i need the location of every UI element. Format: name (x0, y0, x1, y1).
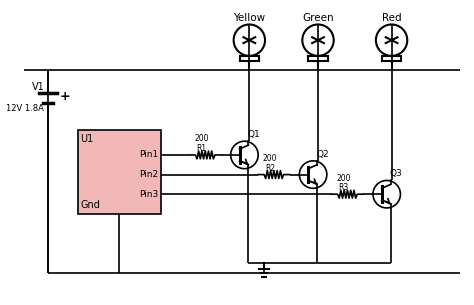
Text: 200
R1: 200 R1 (194, 134, 209, 153)
Text: Q3: Q3 (390, 170, 402, 178)
Text: 200
R3: 200 R3 (336, 174, 351, 192)
Text: Pin1: Pin1 (139, 150, 158, 160)
Text: U1: U1 (81, 134, 94, 144)
FancyBboxPatch shape (78, 131, 161, 214)
Text: Yellow: Yellow (233, 13, 265, 23)
Text: Red: Red (382, 13, 401, 23)
Text: V1: V1 (32, 82, 44, 92)
Text: +: + (60, 90, 71, 102)
Text: 200
R2: 200 R2 (263, 154, 277, 173)
Text: Pin2: Pin2 (139, 170, 158, 179)
Text: Pin3: Pin3 (139, 190, 158, 199)
Text: Green: Green (302, 13, 334, 23)
Text: Q1: Q1 (247, 130, 260, 139)
Text: 12V 1.8A: 12V 1.8A (7, 104, 44, 113)
Text: Q2: Q2 (316, 150, 328, 159)
Text: Gnd: Gnd (81, 200, 100, 210)
